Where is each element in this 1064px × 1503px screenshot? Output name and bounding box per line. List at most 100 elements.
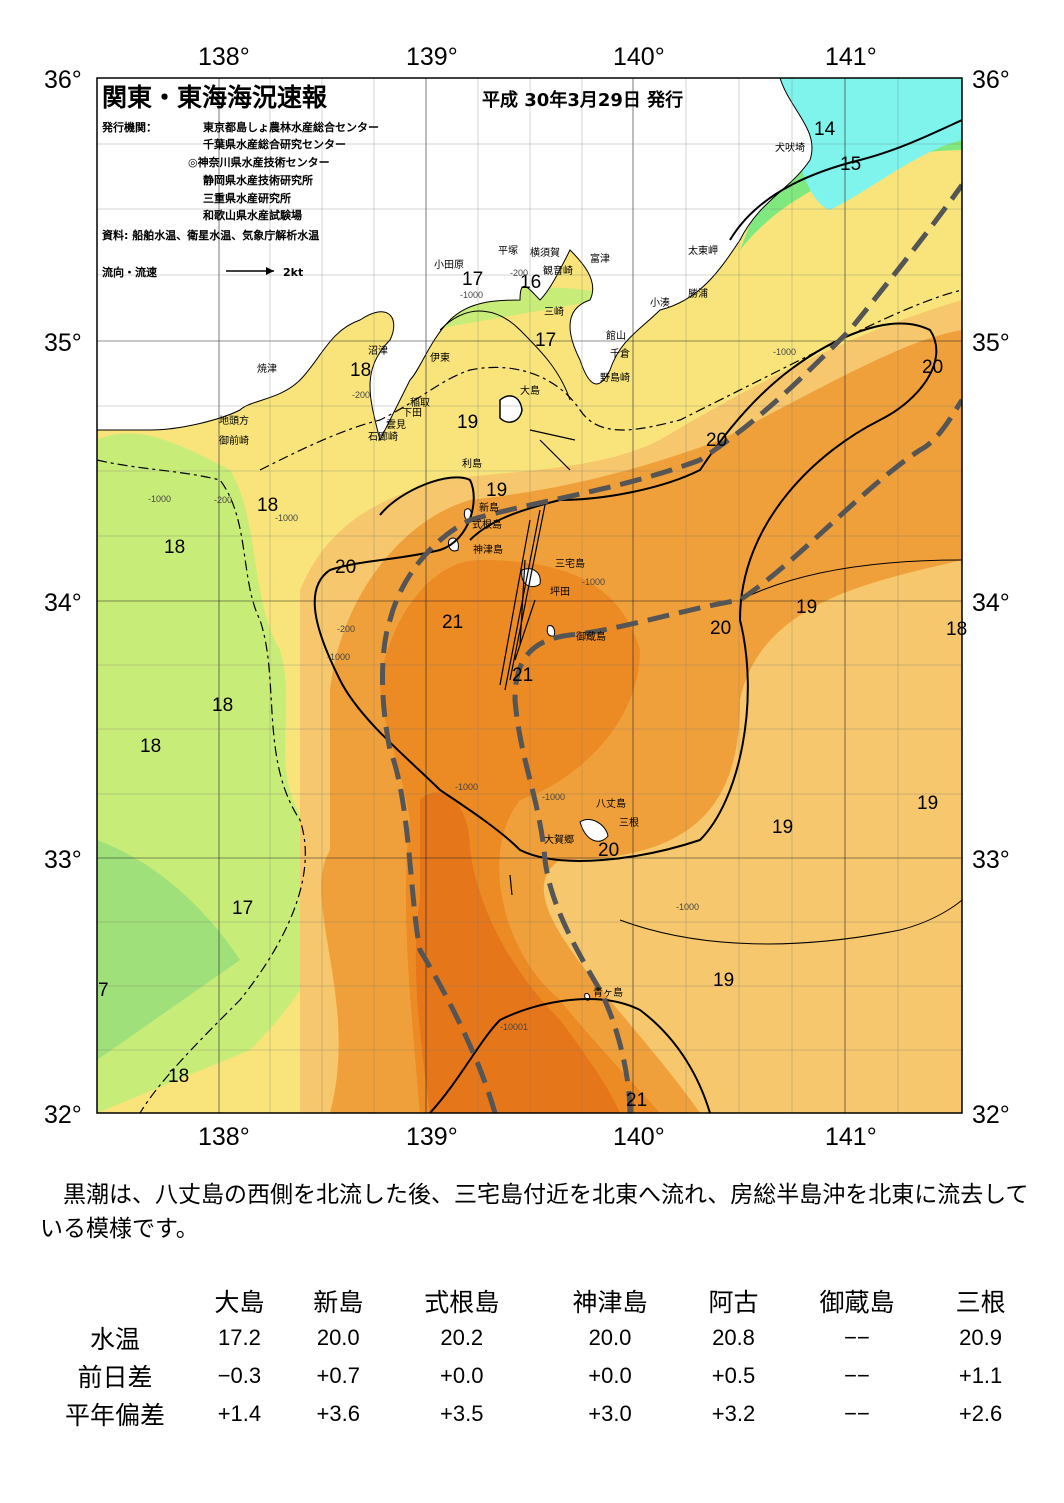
station-header: 大島 xyxy=(214,1289,265,1317)
iso-label: 20 xyxy=(706,430,727,451)
place-label: 小湊 xyxy=(650,296,670,309)
place-label: 館山 xyxy=(606,329,626,342)
longitude-labels-top: 138° 139° 140° 141° xyxy=(198,43,877,71)
row-label: 平年偏差 xyxy=(64,1401,165,1430)
place-label: 横須賀 xyxy=(530,246,560,259)
table-header-row: 大島 新島 式根島 神津島 阿古 御蔵島 三根 xyxy=(40,1283,1030,1319)
table-cell: −− xyxy=(844,1401,870,1426)
depth-label: -1000 xyxy=(676,902,699,912)
publisher-list: 東京都島しょ農林水産総合センター 千葉県水産総合研究センター ◎神奈川県水産技術… xyxy=(188,120,379,222)
isotherm-19-south xyxy=(619,899,962,945)
place-label: 新島 xyxy=(479,501,499,514)
zone-cold-west-2 xyxy=(97,840,240,1060)
place-label: 地頭方 xyxy=(219,414,249,427)
lat-label-right: 36° xyxy=(972,66,1010,94)
publisher: 三重県水産研究所 xyxy=(203,191,291,205)
place-label: 平塚 xyxy=(498,245,518,257)
lon-label-bottom: 140° xyxy=(613,1123,665,1151)
iso-label: 19 xyxy=(713,970,734,991)
table-cell: +0.0 xyxy=(440,1363,484,1388)
land-izu-oshima xyxy=(499,395,523,423)
depth-label: -200 xyxy=(510,268,528,278)
table-corner xyxy=(40,1283,190,1319)
station-header: 三根 xyxy=(955,1289,1006,1317)
sea-temperature-map: 138° 139° 140° 141° 138° 139° 140° 141° … xyxy=(44,43,1010,1151)
place-label: 三崎 xyxy=(544,305,564,318)
iso-label: 20 xyxy=(922,357,943,378)
table-cell: +0.7 xyxy=(316,1363,360,1388)
station-header: 阿古 xyxy=(708,1289,759,1317)
iso-label: 21 xyxy=(626,1090,647,1111)
isotherm-18-dash xyxy=(97,459,306,1113)
lat-label-left: 34° xyxy=(44,589,82,617)
row-label: 前日差 xyxy=(77,1363,153,1392)
iso-label: 16 xyxy=(520,272,541,293)
table-cell: +2.6 xyxy=(958,1401,1003,1426)
table-row: 前日差 −0.3 +0.7 +0.0 +0.0 +0.5 −− +1.1 xyxy=(40,1357,1030,1395)
table-cell: 20.0 xyxy=(588,1325,632,1350)
lat-label-right: 34° xyxy=(972,589,1010,617)
lon-label-top: 141° xyxy=(825,43,877,71)
lon-label-top: 138° xyxy=(198,43,250,71)
place-label: 式根島 xyxy=(472,518,502,531)
place-label: 下田 xyxy=(402,408,422,419)
iso-label: 20 xyxy=(335,557,356,578)
place-label: 三宅島 xyxy=(555,557,585,570)
table-cell: +0.0 xyxy=(588,1363,632,1388)
table-row: 平年偏差 +1.4 +3.6 +3.5 +3.0 +3.2 −− +2.6 xyxy=(40,1395,1030,1433)
kuroshio-axis xyxy=(380,183,962,1113)
issue-date: 平成 30年3月29日 発行 xyxy=(482,89,683,111)
place-names: 犬吠埼 太東岬 勝浦 小湊 館山 千倉 野島崎 富津 横須賀 観音崎 三崎 平塚… xyxy=(219,141,805,999)
lat-label-left: 36° xyxy=(44,66,82,94)
arrowhead-icon xyxy=(266,267,274,275)
lat-lon-grid xyxy=(97,78,962,1113)
depth-label: -1000 xyxy=(455,782,478,792)
depth-label: -1000 xyxy=(148,494,171,504)
place-label: 御前崎 xyxy=(219,434,249,447)
publisher: ◎神奈川県水産技術センター xyxy=(188,155,330,169)
place-label: 大賀郷 xyxy=(544,833,574,846)
depth-label: -1000 xyxy=(460,290,483,300)
isotherm-17 xyxy=(439,310,571,401)
place-label: 沼津 xyxy=(368,344,388,357)
depth-label: -1000 xyxy=(542,792,565,802)
iso-label: 19 xyxy=(772,817,793,838)
lon-label-bottom: 139° xyxy=(406,1123,458,1151)
place-label: 伊東 xyxy=(430,351,450,364)
table-cell: +3.2 xyxy=(711,1401,756,1426)
publisher: 千葉県水産総合研究センター xyxy=(203,137,346,151)
iso-label: 7 xyxy=(98,980,109,1001)
summary-text: 黒潮は、八丈島の西側を北流した後、三宅島付近を北東へ流れ、房総半島沖を北東に流去… xyxy=(40,1182,1029,1242)
lat-label-left: 33° xyxy=(44,846,82,874)
iso-label: 18 xyxy=(164,537,185,558)
depth-label: -1000 xyxy=(327,652,350,662)
lat-label-left: 35° xyxy=(44,329,82,357)
depth-label: -1000 xyxy=(773,347,796,357)
isotherm-19-east xyxy=(739,559,962,601)
place-label: 雲見 xyxy=(386,419,406,431)
publisher-label: 発行機関： xyxy=(101,120,157,134)
iso-label: 19 xyxy=(486,480,507,501)
lon-label-bottom: 141° xyxy=(825,1123,877,1151)
lat-label-right: 32° xyxy=(972,1101,1010,1129)
isotherms xyxy=(97,119,962,1113)
place-label: 坪田 xyxy=(550,585,570,598)
place-label: 青ヶ島 xyxy=(593,986,623,999)
table-cell: −0.3 xyxy=(217,1363,262,1388)
longitude-labels-bottom: 138° 139° 140° 141° xyxy=(198,1123,877,1151)
table-cell: 20.2 xyxy=(440,1325,484,1350)
depth-label: -200 xyxy=(352,390,370,400)
station-header: 新島 xyxy=(313,1289,364,1317)
place-label: 小田原 xyxy=(434,259,464,271)
iso-label: 15 xyxy=(840,154,861,175)
lat-label-right: 35° xyxy=(972,329,1010,357)
depth-label: -1000 xyxy=(582,577,605,587)
iso-label: 19 xyxy=(457,412,478,433)
place-label: 御蔵島 xyxy=(576,630,606,643)
isotherm-15 xyxy=(729,119,962,241)
table-cell: +1.4 xyxy=(217,1401,262,1426)
table-cell: −− xyxy=(844,1325,870,1350)
current-legend-label: 流向・流速 xyxy=(102,265,157,279)
place-label: 石廊崎 xyxy=(368,430,398,443)
row-label: 水温 xyxy=(89,1325,140,1354)
